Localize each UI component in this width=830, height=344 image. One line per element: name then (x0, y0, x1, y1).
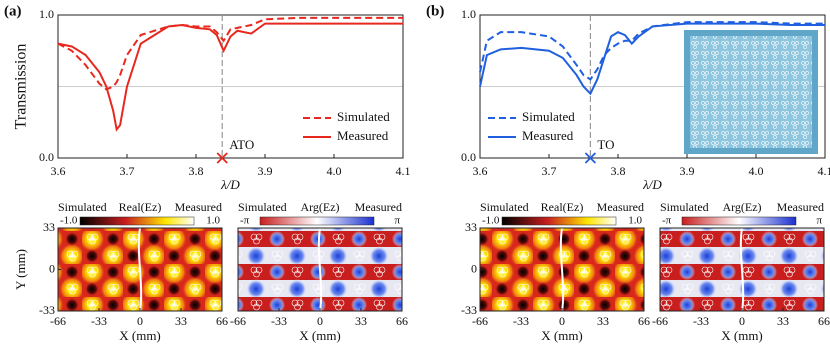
left-label: Simulated (238, 200, 287, 214)
x-tick-label: -33 (271, 314, 287, 328)
x-tick-label: 0 (137, 314, 143, 328)
x-tick-label: 3.8 (189, 164, 204, 178)
left-label: Simulated (58, 200, 107, 214)
right-label: Measured (175, 200, 222, 214)
y-tick-label: 0 (471, 261, 477, 275)
field-seam (137, 227, 143, 312)
y-axis-label: Y (mm) (13, 249, 28, 290)
x-tick-label: -66 (50, 314, 66, 328)
x-tick-label: -66 (652, 314, 668, 328)
y-axis-label: Transmission (13, 44, 30, 130)
x-tick-label: 4.1 (818, 164, 830, 178)
series-line (479, 22, 825, 96)
legend-label: Simulated (522, 109, 575, 124)
x-tick-label: 3.9 (258, 164, 273, 178)
x-tick-label: 66 (216, 314, 228, 328)
x-tick-label: 3.8 (611, 164, 626, 178)
x-axis-label: X (mm) (541, 328, 583, 343)
x-axis-label: λ/D (220, 177, 240, 192)
x-axis-label: X (mm) (299, 328, 341, 343)
legend-label: Measured (522, 128, 574, 143)
colorbar (681, 216, 797, 226)
map-title: Real(Ez) (119, 200, 162, 214)
colorbar-label: -1.0 (60, 215, 78, 227)
y-tick-label: 1.0 (461, 7, 476, 21)
x-tick-label: 3.6 (473, 164, 488, 178)
series-line (479, 21, 825, 81)
y-tick-label: 33 (465, 220, 477, 234)
field-seam (317, 227, 323, 312)
panel-label: (a) (4, 3, 22, 19)
y-tick-label: -33 (461, 303, 477, 317)
y-tick-label: 0.0 (461, 150, 476, 164)
x-tick-label: 3.7 (120, 164, 135, 178)
y-tick-label: 0 (49, 261, 55, 275)
right-label: Measured (597, 200, 644, 214)
x-tick-label: 33 (355, 314, 367, 328)
x-tick-label: 3.6 (51, 164, 66, 178)
colorbar-label: π (394, 215, 400, 227)
sample-lattice (690, 36, 812, 148)
colorbar-label: 1.0 (206, 215, 220, 227)
x-tick-label: 4.0 (749, 164, 764, 178)
colorbar (79, 216, 195, 226)
x-tick-label: -66 (472, 314, 488, 328)
x-axis-label: X (mm) (721, 328, 763, 343)
y-tick-label: -33 (39, 303, 55, 317)
x-tick-label: 66 (638, 314, 650, 328)
x-axis-label: λ/D (642, 177, 662, 192)
colorbar-label: π (816, 215, 822, 227)
annotation-marker (216, 152, 228, 164)
field-seam (559, 227, 565, 312)
x-tick-label: -66 (230, 314, 246, 328)
plot-frame (57, 14, 404, 159)
x-tick-label: -33 (91, 314, 107, 328)
map-title: Arg(Ez) (300, 200, 339, 214)
x-tick-label: 66 (396, 314, 408, 328)
annotation-marker (584, 152, 597, 164)
x-tick-label: 33 (175, 314, 187, 328)
series-line (57, 22, 403, 132)
colorbar-label: -1.0 (482, 215, 500, 227)
x-tick-label: 4.0 (327, 164, 342, 178)
field-seam (739, 227, 745, 312)
x-tick-label: 0 (317, 314, 323, 328)
left-label: Simulated (480, 200, 529, 214)
colorbar-label: -π (240, 215, 250, 227)
colorbar (501, 216, 617, 226)
x-tick-label: 33 (597, 314, 609, 328)
x-tick-label: 66 (818, 314, 830, 328)
map-title: Arg(Ez) (722, 200, 761, 214)
x-tick-label: 0 (739, 314, 745, 328)
series-line (57, 16, 403, 91)
x-tick-label: 3.9 (680, 164, 695, 178)
y-tick-label: 0.0 (39, 150, 54, 164)
x-tick-label: -33 (513, 314, 529, 328)
right-label: Measured (777, 200, 824, 214)
x-tick-label: 0 (559, 314, 565, 328)
sample-photo (684, 30, 818, 154)
colorbar (259, 216, 375, 226)
x-axis-label: X (mm) (119, 328, 161, 343)
x-tick-label: 4.1 (396, 164, 411, 178)
annotation-label: TO (597, 137, 614, 152)
right-label: Measured (355, 200, 402, 214)
x-tick-label: -33 (693, 314, 709, 328)
legend-label: Measured (337, 128, 389, 143)
x-tick-label: 33 (777, 314, 789, 328)
x-tick-label: 3.7 (542, 164, 557, 178)
left-label: Simulated (660, 200, 709, 214)
y-tick-label: 1.0 (39, 7, 54, 21)
colorbar-label: -π (662, 215, 672, 227)
colorbar-label: 1.0 (628, 215, 642, 227)
y-tick-label: 33 (43, 220, 55, 234)
panel-label: (b) (426, 3, 444, 19)
legend-label: Simulated (337, 109, 390, 124)
annotation-label: ATO (229, 137, 254, 152)
map-title: Real(Ez) (541, 200, 584, 214)
